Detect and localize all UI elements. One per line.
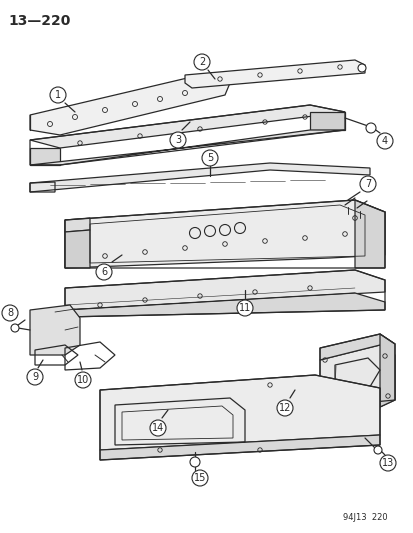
Text: 4: 4 [381, 136, 387, 146]
Polygon shape [30, 105, 344, 148]
Circle shape [373, 446, 381, 454]
Circle shape [170, 132, 185, 148]
Polygon shape [354, 200, 384, 268]
Text: 1: 1 [55, 90, 61, 100]
Text: 15: 15 [193, 473, 206, 483]
Text: 13: 13 [381, 458, 393, 468]
Circle shape [359, 176, 375, 192]
Text: 14: 14 [152, 423, 164, 433]
Circle shape [194, 54, 209, 70]
Polygon shape [379, 334, 394, 407]
Text: 12: 12 [278, 403, 290, 413]
Text: 8: 8 [7, 308, 13, 318]
Circle shape [236, 300, 252, 316]
Text: 5: 5 [206, 153, 213, 163]
Text: 13—220: 13—220 [8, 14, 70, 28]
Circle shape [11, 324, 19, 332]
Polygon shape [65, 230, 90, 268]
Text: 6: 6 [101, 267, 107, 277]
Polygon shape [185, 60, 364, 88]
Polygon shape [100, 375, 379, 450]
Circle shape [192, 470, 207, 486]
Polygon shape [309, 112, 344, 130]
Circle shape [75, 372, 91, 388]
Polygon shape [30, 305, 80, 355]
Circle shape [365, 123, 375, 133]
Text: 94J13  220: 94J13 220 [342, 513, 387, 522]
Polygon shape [30, 130, 344, 165]
Polygon shape [319, 345, 394, 407]
Polygon shape [30, 163, 369, 192]
Polygon shape [319, 334, 394, 360]
Text: 9: 9 [32, 372, 38, 382]
Circle shape [50, 87, 66, 103]
Polygon shape [65, 218, 90, 232]
Circle shape [202, 150, 218, 166]
Text: 10: 10 [77, 375, 89, 385]
Polygon shape [100, 435, 379, 460]
Text: 7: 7 [364, 179, 370, 189]
Text: 11: 11 [238, 303, 251, 313]
Text: 3: 3 [175, 135, 180, 145]
Polygon shape [65, 200, 384, 268]
Circle shape [150, 420, 166, 436]
Circle shape [190, 457, 199, 467]
Polygon shape [30, 75, 230, 135]
Circle shape [2, 305, 18, 321]
Circle shape [27, 369, 43, 385]
Polygon shape [65, 270, 384, 310]
Polygon shape [30, 148, 60, 165]
Circle shape [96, 264, 112, 280]
Text: 2: 2 [198, 57, 204, 67]
Circle shape [276, 400, 292, 416]
Polygon shape [65, 293, 384, 317]
Circle shape [357, 64, 365, 72]
Circle shape [379, 455, 395, 471]
Circle shape [376, 133, 392, 149]
